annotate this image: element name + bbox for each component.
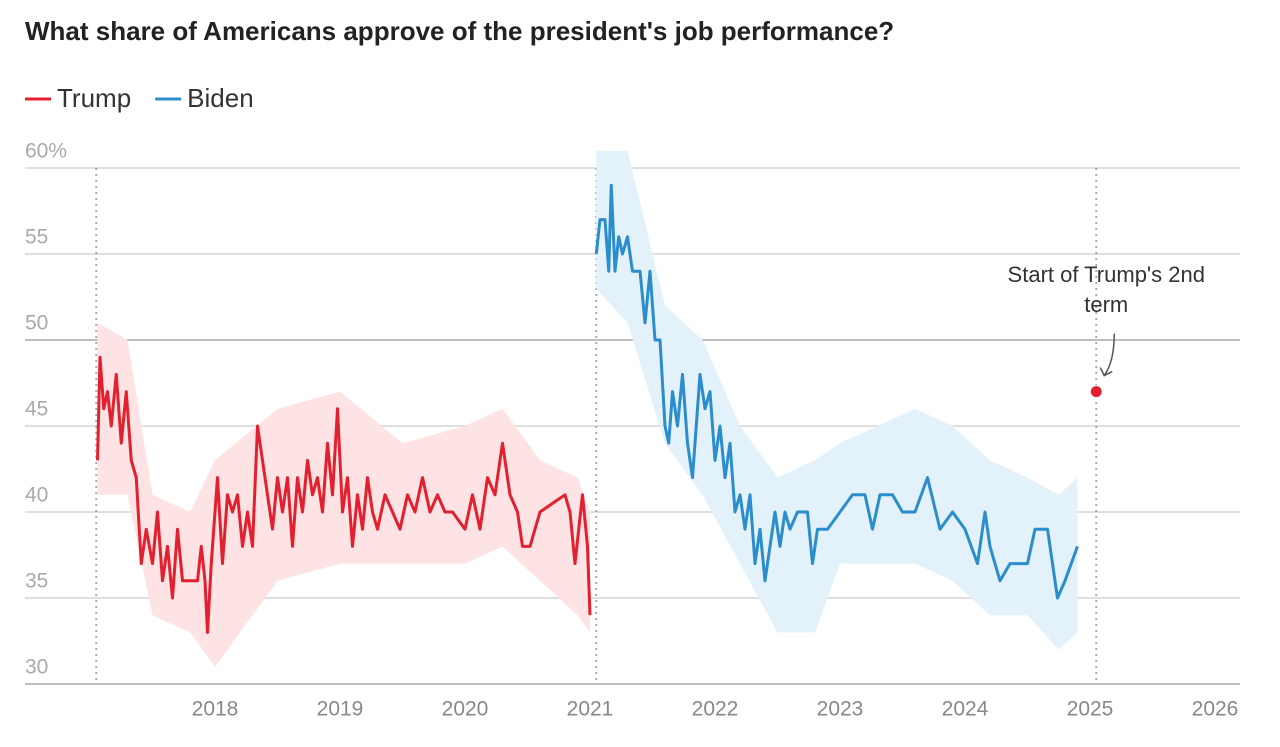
x-tick-label: 2019 xyxy=(317,698,364,721)
y-tick-label: 45 xyxy=(25,398,48,421)
x-tick-label: 2026 xyxy=(1192,698,1239,721)
y-tick-label: 30 xyxy=(25,656,48,679)
confidence-band xyxy=(596,150,1078,650)
legend-label: Biden xyxy=(187,83,254,113)
x-tick-label: 2020 xyxy=(442,698,489,721)
series-line xyxy=(96,355,592,634)
y-tick-label: 35 xyxy=(25,570,48,593)
y-tick-label: 55 xyxy=(25,226,48,249)
chart-title: What share of Americans approve of the p… xyxy=(25,16,894,46)
annotation-arrow xyxy=(1099,333,1115,377)
annotation-text: Start of Trump's 2nd term xyxy=(1007,261,1205,317)
x-tick-label: 2018 xyxy=(192,698,239,721)
x-tick-label: 2023 xyxy=(817,698,864,721)
y-tick-label: 40 xyxy=(25,484,48,507)
x-tick-label: 2024 xyxy=(942,698,989,721)
annotation-point xyxy=(1089,385,1103,399)
series-line xyxy=(594,183,1079,600)
y-tick-label: 60% xyxy=(25,140,67,163)
y-tick-label: 50 xyxy=(25,312,48,335)
x-tick-label: 2021 xyxy=(567,698,614,721)
x-tick-label: 2025 xyxy=(1067,698,1114,721)
legend-label: Trump xyxy=(57,83,131,113)
x-tick-label: 2022 xyxy=(692,698,739,721)
